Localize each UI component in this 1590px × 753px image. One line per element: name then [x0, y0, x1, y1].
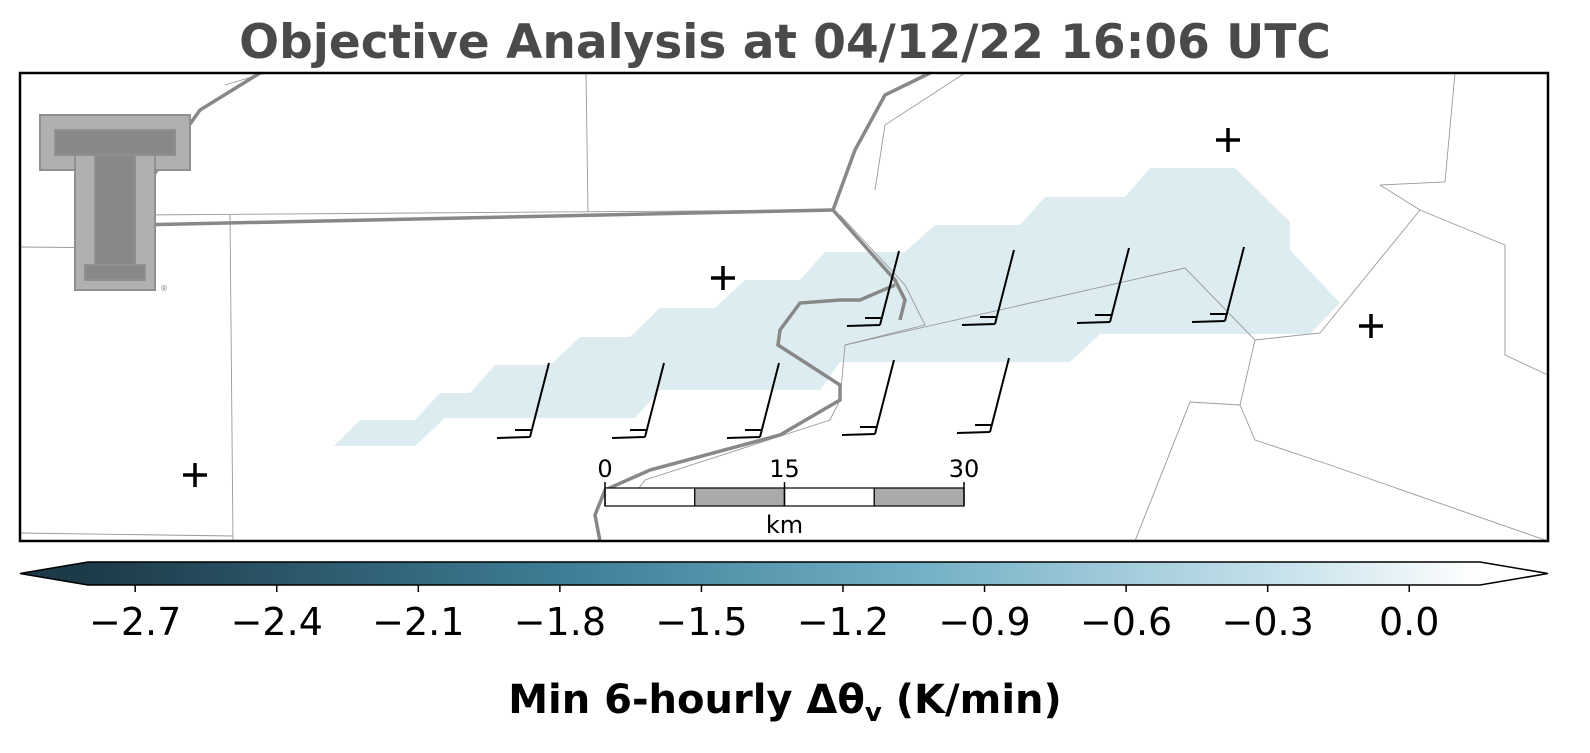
label-subscript: v [865, 698, 882, 728]
map: ® [18, 71, 1550, 543]
scale-segment [604, 487, 696, 507]
title: Objective Analysis at 04/12/22 16:06 UTC [239, 15, 1331, 70]
wind-barb [726, 362, 780, 439]
colorbar-outline [19, 561, 1549, 586]
colorbar-tick-label: −0.6 [1080, 600, 1172, 644]
colorbar-tick-label: −2.7 [89, 600, 181, 644]
colorbar-tick-label: −1.8 [514, 600, 606, 644]
shaded-region [334, 168, 1340, 446]
county-lines [19, 72, 1549, 542]
colorbar-tick-label: −1.5 [655, 600, 747, 644]
colorbar-tick-label: −0.9 [938, 600, 1030, 644]
wind-barb [961, 249, 1015, 326]
colorbar-tick-label: −2.1 [372, 600, 464, 644]
scale-segment [694, 487, 786, 507]
scale-label: 15 [769, 455, 800, 483]
logo: ® [39, 114, 191, 293]
colorbar-extend-low [20, 562, 88, 585]
plus-marker [183, 463, 207, 487]
scale-label: 0 [597, 455, 612, 483]
label-main: Min 6-hourly Δθ [508, 677, 865, 723]
label-tail: (K/min) [882, 677, 1062, 723]
colorbar-label: Min 6-hourly Δθv (K/min) [508, 677, 1062, 728]
map-frame [18, 71, 1550, 543]
colorbar-body [88, 562, 1480, 585]
wind-barb [846, 250, 900, 327]
scale-segment [783, 487, 875, 507]
plus-marker [1216, 128, 1240, 152]
scale-segment [873, 487, 965, 507]
colorbar-extend-high [1480, 562, 1548, 585]
plus-marker [711, 266, 735, 290]
scale-unit: km [766, 511, 803, 539]
wind-barb [1076, 247, 1130, 324]
plus-marker [1359, 314, 1383, 338]
svg-text:®: ® [160, 284, 168, 293]
scale-label: 30 [949, 455, 980, 483]
colorbar-tick-label: −1.2 [797, 600, 889, 644]
wind-barb [1191, 246, 1245, 323]
wind-barbs [496, 246, 1245, 439]
station-markers [183, 128, 1383, 487]
colorbar-tick-label: −2.4 [231, 600, 323, 644]
colorbar-tick-label: −0.3 [1222, 600, 1314, 644]
wind-barb [956, 357, 1010, 434]
scale-bar: 0 15 30 km [597, 455, 979, 539]
wind-barb [496, 362, 550, 439]
colorbar-tick-label: 0.0 [1379, 600, 1439, 644]
wind-barb [611, 362, 665, 439]
wind-barb [841, 359, 895, 436]
colorbar: −2.7 −2.4 −2.1 −1.8 −1.5 −1.2 −0.9 −0.6 −0.3 0.0 [19, 561, 1549, 644]
